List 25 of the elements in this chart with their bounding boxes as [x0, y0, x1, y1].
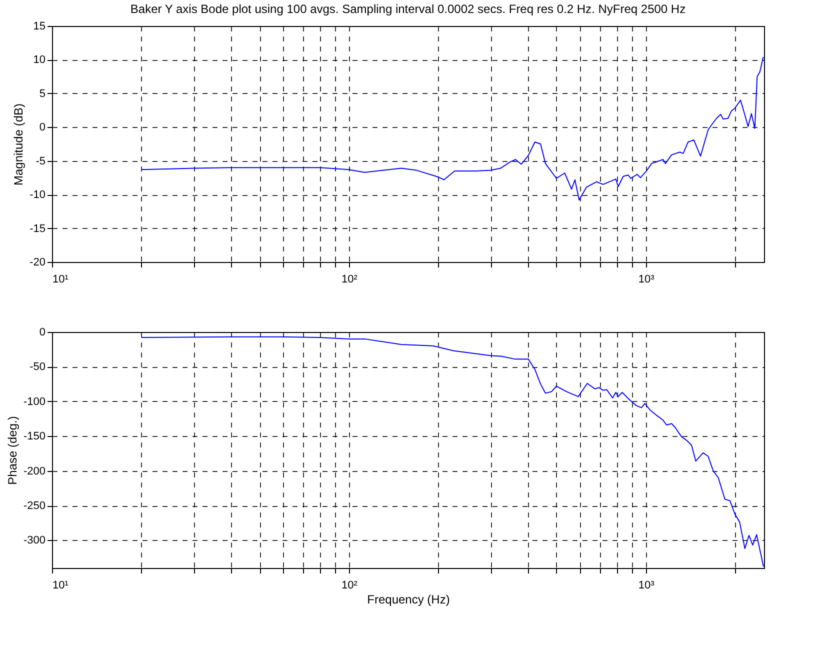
x-tick-label: 10¹	[52, 580, 69, 592]
y-tick-label: -5	[36, 155, 46, 168]
y-tick-label: -20	[30, 256, 46, 268]
y-tick-label: 0	[39, 122, 46, 134]
x-tick-label: 10²	[341, 580, 358, 592]
y-tick-label: -250	[23, 500, 46, 512]
x-tick-label: 10³	[638, 274, 655, 286]
x-tick-label: 10²	[341, 274, 358, 286]
y-tick-label: 5	[39, 88, 46, 100]
y-axis-title: Magnitude (dB)	[12, 103, 26, 186]
x-tick-label: 10¹	[52, 274, 69, 286]
y-tick-label: -15	[30, 222, 46, 235]
y-axis-title: Phase (deg.)	[5, 416, 20, 485]
y-tick-label: 15	[33, 20, 46, 32]
x-axis-title: Frequency (Hz)	[367, 592, 450, 606]
y-tick-label: -150	[23, 430, 46, 443]
y-tick-label: -50	[30, 361, 46, 374]
y-tick-label: -300	[23, 534, 46, 547]
y-tick-label: -100	[23, 396, 46, 408]
y-tick-label: -200	[23, 465, 46, 478]
y-tick-label: 10	[33, 54, 46, 66]
chart-title: Baker Y axis Bode plot using 100 avgs. Sampling interval 0.0002 secs. Freq res 0.2 Hz. NyFreq 2500 Hz	[130, 2, 686, 16]
y-tick-label: -10	[30, 189, 46, 202]
x-tick-label: 10³	[638, 580, 655, 592]
y-tick-label: 0	[39, 326, 46, 338]
